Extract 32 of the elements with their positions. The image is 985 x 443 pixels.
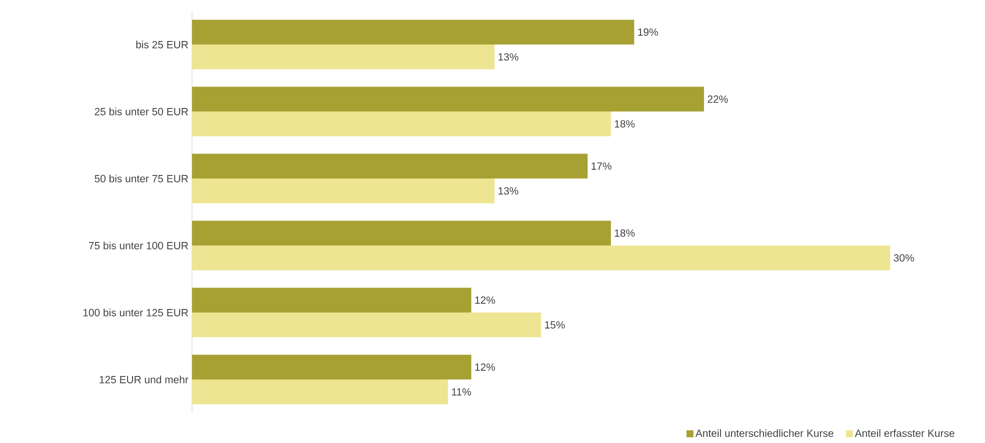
bar [192, 111, 611, 136]
legend-label: Anteil erfasster Kurse [854, 429, 954, 437]
y-tick-label: 125 EUR und mehr [100, 376, 188, 384]
y-tick-label: 25 bis unter 50 EUR [94, 108, 188, 116]
data-label: 12% [475, 296, 496, 304]
bar [192, 20, 634, 44]
data-label: 17% [592, 162, 612, 170]
bar [192, 288, 472, 312]
data-label: 13% [498, 53, 518, 61]
bar [192, 379, 448, 404]
data-label: 18% [614, 120, 635, 128]
y-tick-label: 75 bis unter 100 EUR [89, 242, 188, 250]
data-label: 30% [894, 254, 914, 262]
data-label: 15% [545, 321, 565, 329]
bar [192, 245, 890, 270]
bar [192, 178, 495, 204]
data-label: 18% [614, 229, 635, 237]
bar [192, 86, 704, 112]
data-label: 13% [498, 187, 518, 195]
data-label: 22% [708, 95, 728, 103]
data-label: 12% [475, 363, 496, 371]
legend-label: Anteil unterschiedlicher Kurse [695, 429, 834, 437]
data-label: 19% [638, 28, 658, 36]
data-label: 11% [452, 388, 471, 396]
bar [192, 354, 472, 380]
bar [192, 44, 495, 70]
bar [192, 220, 611, 246]
y-tick-label: bis 25 EUR [136, 40, 188, 48]
y-tick-label: 50 bis unter 75 EUR [94, 174, 188, 182]
bar [192, 312, 542, 338]
bar [192, 154, 588, 178]
y-tick-label: 100 bis unter 125 EUR [83, 308, 188, 316]
